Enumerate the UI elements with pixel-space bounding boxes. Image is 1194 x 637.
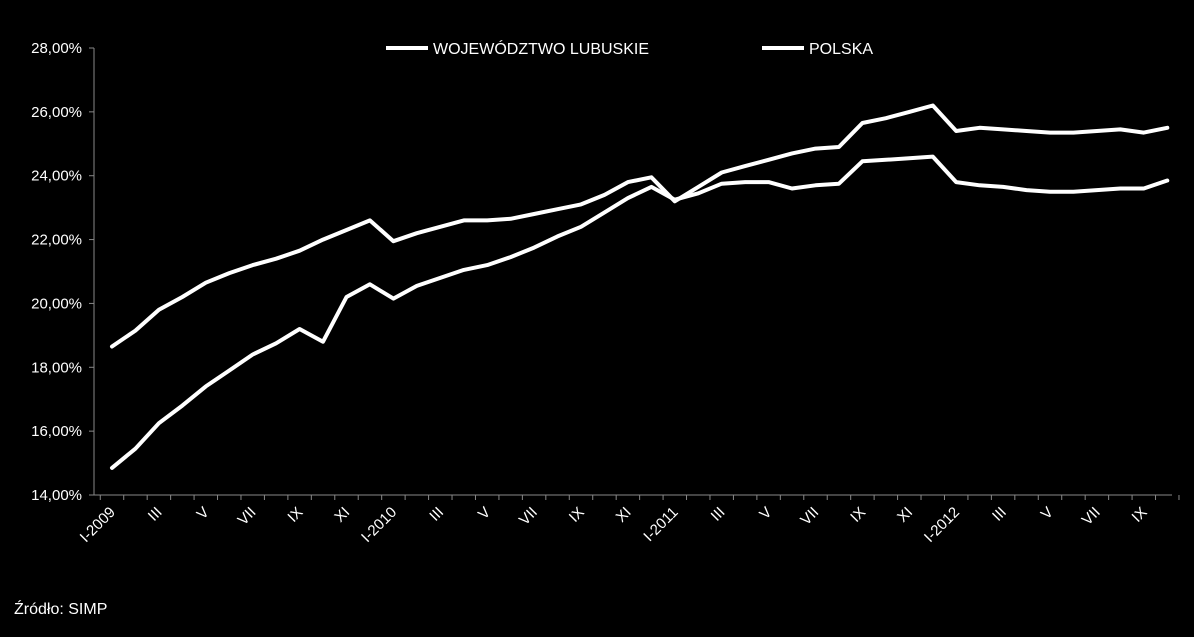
series-line-lubuskie	[110, 103, 1170, 349]
x-tick-label: III	[708, 504, 729, 525]
y-axis-ticks: 14,00% 16,00% 18,00% 20,00% 22,00% 24,00% 26,0…	[31, 40, 94, 504]
x-tick-label: VII	[1079, 504, 1104, 529]
x-tick-label: V	[756, 504, 775, 523]
x-tick-label: III	[989, 504, 1010, 525]
legend-label-polska: POLSKA	[809, 41, 873, 58]
y-tick-label: 20,00%	[31, 295, 82, 312]
x-tick-label: I-2011	[640, 504, 681, 545]
legend-label-lubuskie: WOJEWÓDZTWO LUBUSKIE	[433, 39, 649, 58]
x-tick-label: I-2012	[921, 504, 963, 546]
x-tick-label: VII	[516, 504, 541, 529]
x-tick-label: IX	[1129, 504, 1151, 526]
y-tick-label: 24,00%	[31, 168, 82, 185]
x-tick-label: I-2009	[77, 504, 119, 546]
y-tick-label: 14,00%	[31, 487, 82, 504]
x-tick-label: V	[475, 504, 494, 523]
x-tick-label: IX	[566, 504, 588, 526]
x-tick-label: VII	[235, 504, 260, 529]
y-tick-label: 22,00%	[31, 232, 82, 249]
y-tick-label: 28,00%	[31, 40, 82, 57]
x-tick-label: I-2010	[358, 504, 400, 546]
y-tick-label: 26,00%	[31, 104, 82, 121]
x-tick-label: IX	[847, 504, 869, 526]
x-tick-label: IX	[284, 504, 306, 526]
x-tick-label: XI	[613, 504, 635, 526]
legend: WOJEWÓDZTWO LUBUSKIE POLSKA	[386, 39, 873, 58]
x-tick-label: XI	[894, 504, 916, 526]
x-tick-label: III	[145, 504, 166, 525]
axes: 14,00% 16,00% 18,00% 20,00% 22,00% 24,00% 26,0…	[31, 40, 1180, 546]
x-axis-ticks: I-2009 III V VII IX XI I-2010 III V VII IX XI I-2011…	[77, 495, 1180, 546]
x-tick-label: V	[194, 504, 213, 523]
series-layer	[110, 103, 1170, 470]
y-tick-label: 18,00%	[31, 359, 82, 376]
y-tick-label: 16,00%	[31, 423, 82, 440]
x-tick-label: VII	[797, 504, 822, 529]
x-tick-label: XI	[331, 504, 353, 526]
x-tick-label: III	[426, 504, 447, 525]
series-line-polska	[110, 154, 1170, 470]
x-tick-label: V	[1038, 504, 1057, 523]
source-note: Źródło: SIMP	[14, 601, 108, 618]
